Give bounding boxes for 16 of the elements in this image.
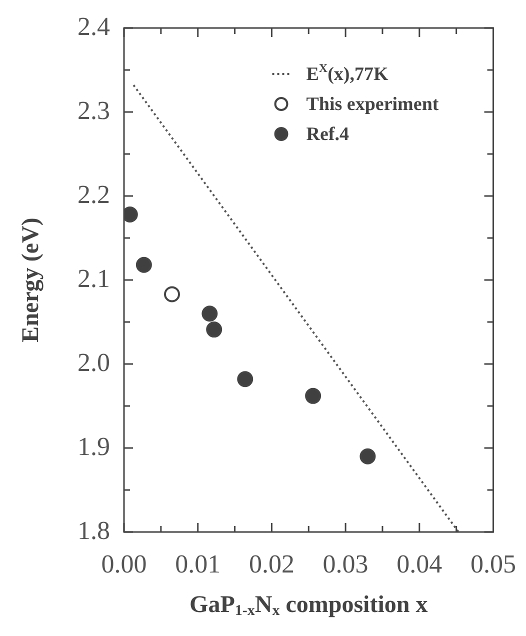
y-tick-label: 1.8 bbox=[78, 516, 110, 545]
legend-label: Ref.4 bbox=[306, 124, 350, 145]
y-tick-label: 2.1 bbox=[78, 264, 110, 293]
y-tick-label: 1.9 bbox=[78, 432, 110, 461]
legend-label: This experiment bbox=[306, 94, 440, 115]
x-tick-label: 0.00 bbox=[101, 549, 147, 578]
x-tick-label: 0.04 bbox=[396, 549, 442, 578]
y-tick-label: 2.3 bbox=[78, 96, 110, 125]
y-tick-label: 2.4 bbox=[78, 12, 110, 41]
x-tick-label: 0.03 bbox=[322, 549, 368, 578]
y-axis-title: Energy (eV) bbox=[18, 218, 44, 342]
x-tick-label: 0.01 bbox=[175, 549, 221, 578]
x-tick-label: 0.05 bbox=[470, 549, 516, 578]
y-tick-label: 2.0 bbox=[78, 348, 110, 377]
x-tick-label: 0.02 bbox=[248, 549, 294, 578]
y-tick-label: 2.2 bbox=[78, 180, 110, 209]
